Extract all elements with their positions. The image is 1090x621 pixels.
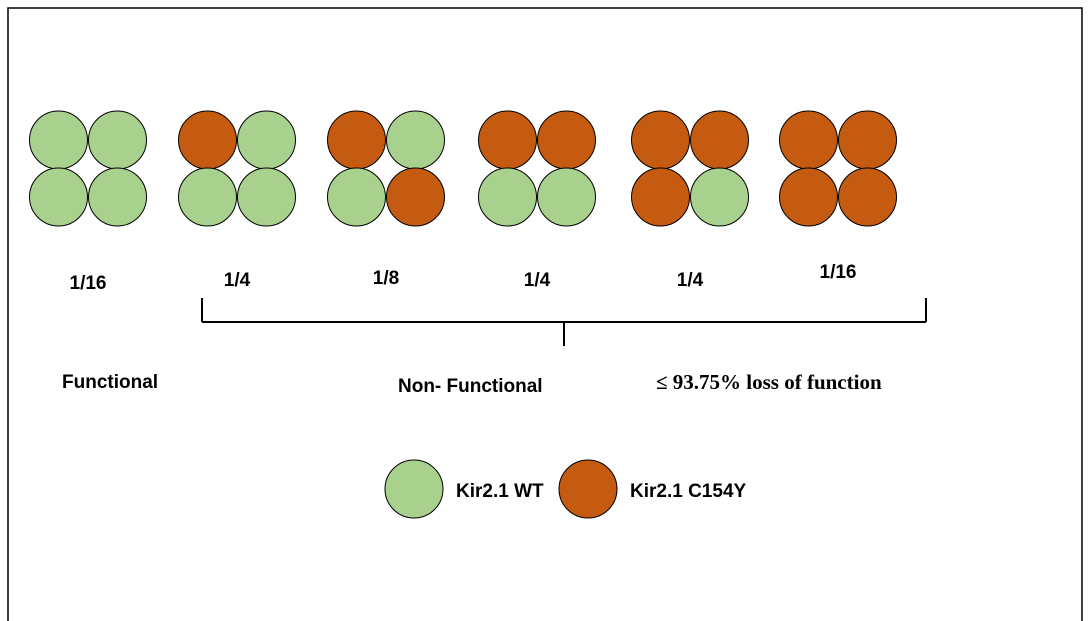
subunit-wt: [178, 167, 237, 227]
legend-wt-swatch: [384, 459, 444, 519]
tetramer: [779, 110, 897, 227]
subunit-mutant: [690, 110, 749, 170]
fraction-label: 1/4: [224, 270, 251, 291]
subunit-wt: [88, 167, 147, 227]
subunit-wt: [690, 167, 749, 227]
subunit-mutant: [631, 167, 690, 227]
fraction-label: 1/8: [373, 268, 399, 289]
tetramer: [178, 110, 296, 227]
figure-frame: [7, 7, 1083, 621]
subunit-mutant: [327, 110, 386, 170]
non-functional-bracket: [201, 298, 927, 346]
subunit-wt: [327, 167, 386, 227]
tetramer: [29, 110, 147, 227]
legend-wt-label: Kir2.1 WT: [456, 481, 544, 502]
fraction-label: 1/16: [820, 262, 857, 283]
subunit-wt: [29, 110, 88, 170]
fraction-label: 1/4: [677, 270, 704, 291]
tetramer-row: [29, 110, 897, 227]
subunit-mutant: [838, 167, 897, 227]
subunit-mutant: [386, 167, 445, 227]
subunit-mutant: [631, 110, 690, 170]
loss-of-function-label: ≤ 93.75% loss of function: [656, 370, 882, 394]
fraction-labels: 1/16 1/4 1/8 1/4 1/4 1/16: [70, 262, 857, 294]
legend-mutant-label: Kir2.1 C154Y: [630, 481, 747, 502]
subunit-wt: [88, 110, 147, 170]
functional-label: Functional: [62, 372, 158, 393]
subunit-mutant: [779, 167, 838, 227]
subunit-wt: [237, 167, 296, 227]
non-functional-label: Non- Functional: [398, 376, 543, 397]
subunit-mutant: [478, 110, 537, 170]
subunit-mutant: [537, 110, 596, 170]
tetramer: [478, 110, 596, 227]
subunit-mutant: [838, 110, 897, 170]
legend-mutant-swatch: [558, 459, 618, 519]
subunit-wt: [237, 110, 296, 170]
subunit-wt: [29, 167, 88, 227]
tetramer: [631, 110, 749, 227]
fraction-label: 1/16: [70, 273, 107, 294]
subunit-mutant: [178, 110, 237, 170]
fraction-label: 1/4: [524, 270, 551, 291]
legend: Kir2.1 WT Kir2.1 C154Y: [384, 459, 747, 519]
tetramer: [327, 110, 445, 227]
subunit-wt: [386, 110, 445, 170]
subunit-mutant: [779, 110, 838, 170]
subunit-wt: [537, 167, 596, 227]
subunit-wt: [478, 167, 537, 227]
